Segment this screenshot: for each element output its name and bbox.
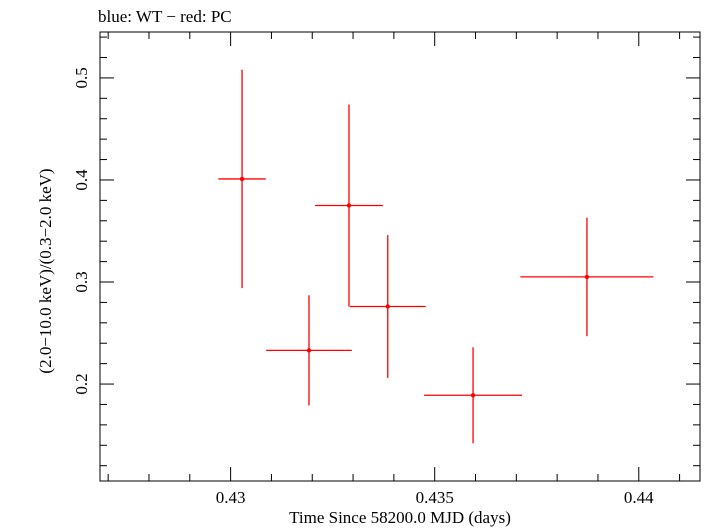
x-tick-label: 0.435 [416,488,454,507]
plot-frame [99,31,701,482]
y-tick-label: 0.5 [72,67,91,88]
data-point [239,176,245,182]
data-points [218,69,654,444]
data-point [346,203,352,208]
y-axis-label: (2.0−10.0 keV)/(0.3−2.0 keV) [36,168,55,373]
x-axis-label: Time Since 58200.0 MJD (days) [289,508,511,527]
axis-ticks [100,32,700,481]
axis-tick-labels: 0.43 0.435 0.44 0.2 0.3 0.4 0.5 [72,67,654,507]
data-point [306,348,312,353]
x-tick-label: 0.43 [216,488,246,507]
chart-title: blue: WT − red: PC [98,7,232,26]
data-point [470,393,476,398]
y-tick-label: 0.4 [72,169,91,191]
data-point [385,304,390,309]
y-tick-label: 0.3 [72,271,91,292]
x-tick-label: 0.44 [624,488,654,507]
data-point [584,274,590,280]
y-tick-label: 0.2 [72,373,91,394]
